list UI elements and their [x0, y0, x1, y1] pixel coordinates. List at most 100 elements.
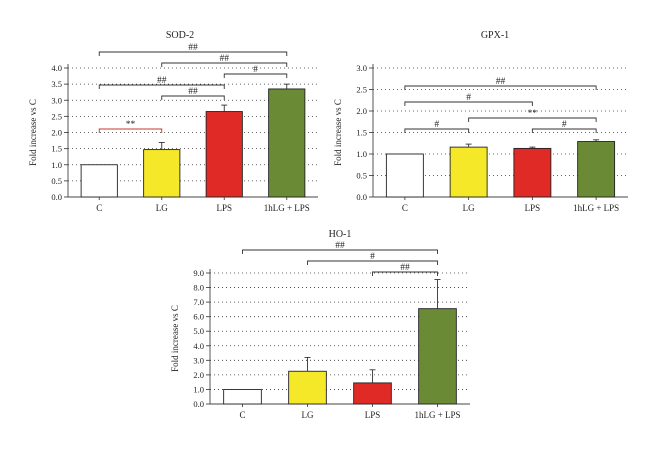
x-tick-label: LG	[302, 410, 314, 420]
bar-c	[80, 164, 118, 198]
significance-label: ##	[496, 77, 506, 87]
bar-1hlg-lps	[577, 141, 616, 198]
y-tick-label: 6.0	[193, 312, 204, 322]
y-tick-label: 2.5	[356, 85, 367, 95]
chart-title: SOD-2	[166, 30, 194, 41]
y-tick-label: 1.5	[51, 144, 62, 154]
y-tick-label: 8.0	[193, 283, 204, 293]
significance-label: ##	[157, 76, 167, 86]
significance-label: ##	[400, 263, 410, 273]
significance-bracket: ##	[404, 77, 597, 90]
significance-bracket: #	[404, 120, 470, 133]
bracket-line	[468, 117, 597, 122]
chart-1: SOD-2 0.0 0.5 1.0 1.5 2.0 2.5 3.0 3.5 4.0 Fold inc…	[28, 30, 318, 213]
x-tick-label: LG	[156, 203, 168, 213]
significance-bracket: #	[307, 252, 438, 265]
y-tick-label: 0.5	[356, 171, 367, 181]
y-axis-label: Fold increase vs C	[28, 99, 38, 166]
x-tick-label: C	[239, 410, 245, 420]
y-tick-label: 0.0	[356, 192, 367, 202]
bar-c	[385, 153, 424, 198]
significance-label: #	[370, 252, 375, 262]
significance-bracket: **	[98, 120, 163, 133]
y-tick-label: 1.0	[193, 384, 204, 394]
bar-lps	[353, 382, 392, 405]
significance-bracket: ##	[161, 54, 288, 67]
y-tick-label: 3.0	[356, 63, 367, 73]
bar-lg	[143, 149, 181, 198]
y-tick-label: 3.5	[51, 79, 62, 89]
bracket-line	[404, 128, 470, 133]
significance-bracket: #	[404, 93, 533, 106]
bar-lps	[205, 111, 243, 198]
x-tick-label: 1hLG + LPS	[414, 410, 460, 420]
y-tick-label: 4.0	[193, 341, 204, 351]
significance-label: #	[253, 65, 258, 75]
bar-lg	[449, 146, 488, 198]
significance-bracket: ##	[242, 241, 438, 254]
significance-bracket: **	[468, 109, 597, 122]
significance-bracket: ##	[372, 263, 438, 276]
bar-c	[223, 388, 262, 405]
significance-bracket: ##	[161, 87, 225, 100]
y-tick-label: 9.0	[193, 268, 204, 278]
y-axis-label: Fold increase vs C	[333, 99, 343, 166]
y-tick-label: 5.0	[193, 326, 204, 336]
y-tick-label: 1.0	[51, 160, 62, 170]
x-tick-label: LG	[463, 203, 475, 213]
chart-2: GPX-1 0.0 0.5 1.0 1.5 2.0 2.5 3.0 Fold increase …	[333, 30, 628, 213]
y-tick-label: 1.5	[356, 128, 367, 138]
x-tick-label: LPS	[365, 410, 381, 420]
y-tick-label: 1.0	[356, 149, 367, 159]
significance-bracket: #	[531, 120, 597, 133]
x-tick-label: 1hLG + LPS	[264, 203, 310, 213]
significance-label: **	[126, 120, 136, 130]
significance-label: ##	[188, 87, 198, 97]
chart-title: GPX-1	[481, 30, 509, 41]
significance-bracket: ##	[98, 76, 225, 89]
chart-3: HO-1 0.0 1.0 2.0 3.0 4.0 5.0 6.0 7.0 8.0 9.0 Fold i…	[170, 229, 470, 420]
x-tick-label: 1hLG + LPS	[573, 203, 619, 213]
bracket-line	[404, 85, 597, 90]
bracket-line	[372, 271, 438, 276]
y-axis-label: Fold increase vs C	[170, 305, 180, 372]
y-tick-label: 0.5	[51, 176, 62, 186]
y-tick-label: 2.0	[356, 106, 367, 116]
bar-lg	[288, 370, 327, 405]
significance-label: #	[562, 120, 567, 130]
x-tick-label: C	[96, 203, 102, 213]
y-tick-label: 3.0	[51, 95, 62, 105]
x-tick-label: C	[402, 203, 408, 213]
y-tick-label: 2.0	[193, 370, 204, 380]
y-tick-label: 0.0	[193, 399, 204, 409]
bracket-line	[404, 101, 533, 106]
bar-1hlg-lps	[268, 88, 306, 198]
significance-label: #	[434, 120, 439, 130]
y-tick-label: 3.0	[193, 355, 204, 365]
bracket-line	[98, 51, 288, 56]
significance-bracket: #	[223, 65, 288, 78]
significance-label: ##	[335, 241, 345, 251]
bracket-line	[531, 128, 597, 133]
significance-label: ##	[188, 43, 198, 53]
y-tick-label: 7.0	[193, 297, 204, 307]
bracket-line	[98, 84, 225, 89]
y-tick-label: 4.0	[51, 63, 62, 73]
bracket-line	[98, 128, 163, 133]
y-tick-label: 2.0	[51, 128, 62, 138]
x-tick-label: LPS	[525, 203, 541, 213]
significance-label: **	[528, 109, 538, 119]
chart-title: HO-1	[329, 229, 352, 240]
bracket-line	[307, 260, 438, 265]
y-tick-label: 2.5	[51, 111, 62, 121]
bracket-line	[161, 62, 288, 67]
bar-lps	[513, 147, 552, 198]
bar-1hlg-lps	[418, 308, 457, 405]
significance-label: ##	[220, 54, 230, 64]
significance-label: #	[466, 93, 471, 103]
bracket-line	[242, 249, 438, 254]
bracket-line	[161, 95, 225, 100]
x-tick-label: LPS	[216, 203, 232, 213]
significance-bracket: ##	[98, 43, 288, 56]
